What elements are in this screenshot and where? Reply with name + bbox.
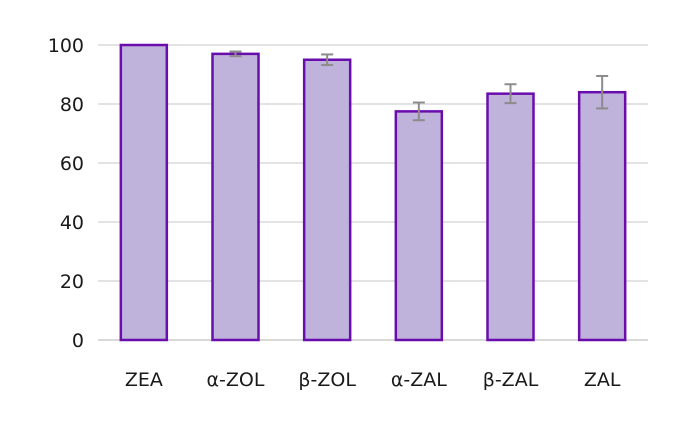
y-tick-label: 60 xyxy=(60,153,84,175)
x-category-label: α-ZAL xyxy=(391,369,447,391)
bar xyxy=(211,52,260,342)
y-axis-ticks: 0 20 40 60 80 100 xyxy=(48,35,84,352)
error-bar xyxy=(504,83,517,105)
y-tick-label: 0 xyxy=(72,330,84,352)
gridlines xyxy=(98,44,648,341)
y-tick-label: 100 xyxy=(48,35,84,57)
error-bar xyxy=(596,74,609,110)
bar xyxy=(486,92,535,342)
bar xyxy=(577,90,627,342)
x-category-label: ZEA xyxy=(125,369,163,391)
x-axis-categories: ZEA α-ZOL β-ZOL α-ZAL β-ZAL ZAL xyxy=(125,369,621,391)
error-bar xyxy=(229,50,242,58)
x-category-label: α-ZOL xyxy=(207,369,265,391)
error-bar xyxy=(412,101,425,122)
bar xyxy=(119,43,169,342)
y-tick-label: 80 xyxy=(60,94,84,116)
error-bars xyxy=(229,50,609,122)
bars xyxy=(119,43,627,342)
y-tick-label: 40 xyxy=(60,212,84,234)
x-category-label: β-ZOL xyxy=(298,369,356,391)
x-category-label: ZAL xyxy=(584,369,621,391)
x-category-label: β-ZAL xyxy=(483,369,539,391)
bar xyxy=(302,58,352,342)
error-bar xyxy=(321,53,334,67)
y-tick-label: 20 xyxy=(60,271,84,293)
bar xyxy=(394,110,444,342)
